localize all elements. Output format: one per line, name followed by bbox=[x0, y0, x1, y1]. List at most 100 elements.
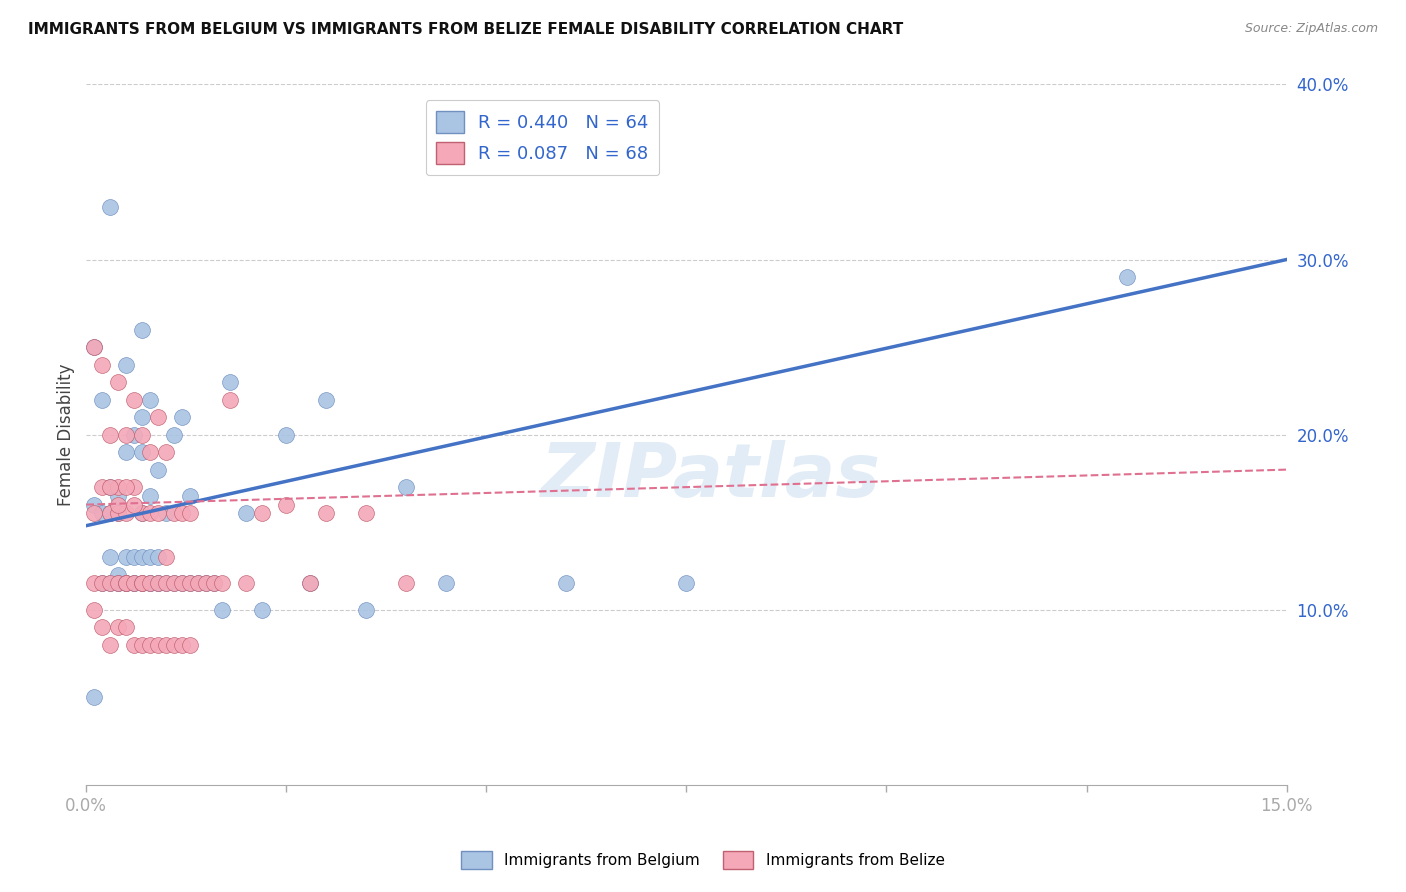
Point bbox=[124, 576, 146, 591]
Point bbox=[107, 567, 129, 582]
Point bbox=[124, 576, 146, 591]
Point bbox=[148, 576, 170, 591]
Point bbox=[131, 576, 153, 591]
Point bbox=[91, 620, 114, 634]
Point bbox=[139, 489, 162, 503]
Point bbox=[172, 576, 194, 591]
Point bbox=[148, 550, 170, 565]
Point bbox=[172, 576, 194, 591]
Point bbox=[179, 576, 201, 591]
Point bbox=[139, 576, 162, 591]
Point bbox=[356, 602, 378, 616]
Point bbox=[187, 576, 209, 591]
Point bbox=[148, 462, 170, 476]
Point bbox=[219, 392, 242, 407]
Text: IMMIGRANTS FROM BELGIUM VS IMMIGRANTS FROM BELIZE FEMALE DISABILITY CORRELATION : IMMIGRANTS FROM BELGIUM VS IMMIGRANTS FR… bbox=[28, 22, 904, 37]
Point bbox=[124, 480, 146, 494]
Point bbox=[148, 576, 170, 591]
Point bbox=[179, 638, 201, 652]
Legend: Immigrants from Belgium, Immigrants from Belize: Immigrants from Belgium, Immigrants from… bbox=[456, 845, 950, 875]
Point bbox=[195, 576, 218, 591]
Point bbox=[131, 576, 153, 591]
Point bbox=[139, 576, 162, 591]
Point bbox=[98, 480, 121, 494]
Text: ZIPatlas: ZIPatlas bbox=[540, 440, 880, 513]
Point bbox=[202, 576, 225, 591]
Point bbox=[131, 638, 153, 652]
Point bbox=[98, 576, 121, 591]
Point bbox=[172, 410, 194, 425]
Point bbox=[434, 576, 457, 591]
Point bbox=[83, 576, 105, 591]
Point bbox=[115, 620, 138, 634]
Point bbox=[83, 340, 105, 354]
Point bbox=[91, 576, 114, 591]
Point bbox=[131, 550, 153, 565]
Point bbox=[276, 427, 298, 442]
Point bbox=[91, 480, 114, 494]
Point bbox=[139, 507, 162, 521]
Point bbox=[555, 576, 578, 591]
Point bbox=[107, 489, 129, 503]
Point bbox=[91, 507, 114, 521]
Point bbox=[124, 550, 146, 565]
Point bbox=[163, 507, 186, 521]
Point bbox=[1115, 270, 1137, 285]
Y-axis label: Female Disability: Female Disability bbox=[58, 363, 75, 506]
Point bbox=[395, 480, 418, 494]
Point bbox=[83, 498, 105, 512]
Point bbox=[107, 507, 129, 521]
Point bbox=[139, 550, 162, 565]
Point bbox=[131, 576, 153, 591]
Point bbox=[124, 498, 146, 512]
Point bbox=[131, 445, 153, 459]
Point bbox=[179, 489, 201, 503]
Point bbox=[179, 576, 201, 591]
Point bbox=[115, 427, 138, 442]
Point bbox=[98, 638, 121, 652]
Point bbox=[98, 480, 121, 494]
Point bbox=[155, 507, 177, 521]
Point bbox=[172, 638, 194, 652]
Point bbox=[356, 507, 378, 521]
Point bbox=[219, 375, 242, 389]
Point bbox=[107, 507, 129, 521]
Point bbox=[131, 427, 153, 442]
Point bbox=[139, 392, 162, 407]
Point bbox=[139, 445, 162, 459]
Point bbox=[211, 602, 233, 616]
Point bbox=[98, 427, 121, 442]
Point bbox=[131, 410, 153, 425]
Point bbox=[107, 576, 129, 591]
Text: Source: ZipAtlas.com: Source: ZipAtlas.com bbox=[1244, 22, 1378, 36]
Point bbox=[107, 375, 129, 389]
Point bbox=[235, 576, 257, 591]
Point bbox=[202, 576, 225, 591]
Point bbox=[83, 507, 105, 521]
Point bbox=[131, 507, 153, 521]
Point bbox=[115, 576, 138, 591]
Point bbox=[299, 576, 322, 591]
Point bbox=[172, 507, 194, 521]
Point bbox=[131, 322, 153, 336]
Point bbox=[252, 507, 274, 521]
Point bbox=[155, 576, 177, 591]
Point bbox=[91, 358, 114, 372]
Point bbox=[276, 498, 298, 512]
Point bbox=[163, 576, 186, 591]
Point bbox=[148, 410, 170, 425]
Point bbox=[124, 427, 146, 442]
Point bbox=[148, 638, 170, 652]
Point bbox=[155, 550, 177, 565]
Point bbox=[115, 550, 138, 565]
Point bbox=[131, 507, 153, 521]
Point bbox=[315, 507, 337, 521]
Point bbox=[675, 576, 697, 591]
Point bbox=[163, 576, 186, 591]
Point bbox=[395, 576, 418, 591]
Point bbox=[83, 690, 105, 705]
Point bbox=[83, 340, 105, 354]
Point bbox=[155, 576, 177, 591]
Point bbox=[155, 445, 177, 459]
Point bbox=[107, 576, 129, 591]
